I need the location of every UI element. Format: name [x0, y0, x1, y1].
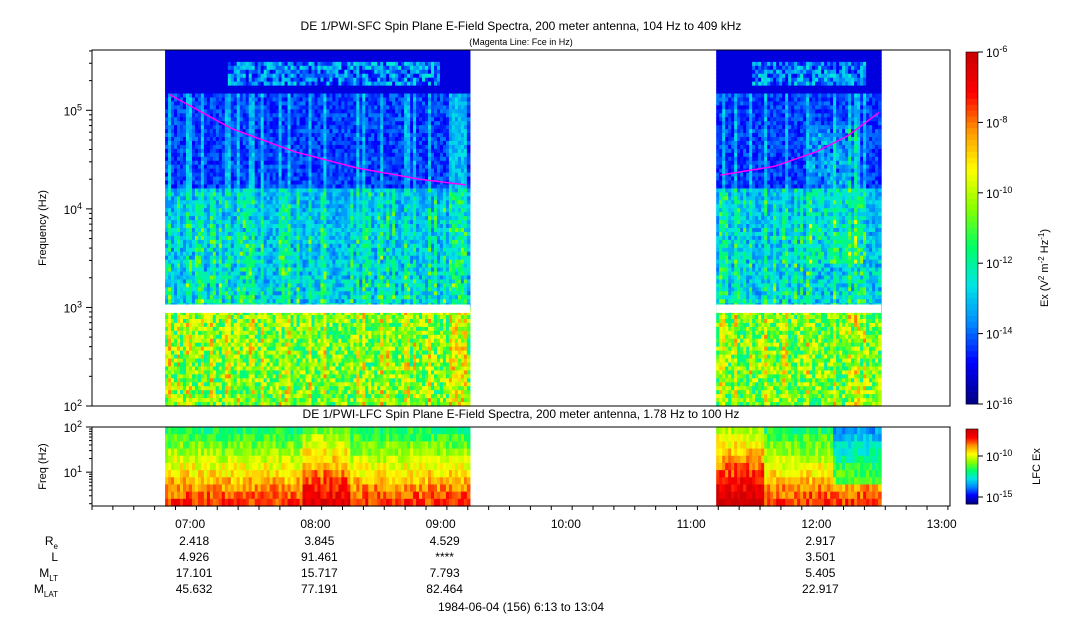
ephemeris-value: 3.845 [304, 534, 334, 548]
date-range-footer: 1984-06-04 (156) 6:13 to 13:04 [438, 600, 604, 614]
lfc-spectrogram [165, 427, 882, 507]
data-gap-band [716, 304, 882, 313]
ephemeris-value: **** [435, 550, 454, 564]
sfc-y-axis-label: Frequency (Hz) [37, 190, 49, 266]
y-tick-label: 104 [64, 201, 82, 217]
y-tick-label: 105 [64, 102, 82, 118]
ephemeris-value: 2.418 [179, 534, 209, 548]
ephemeris-value: 17.101 [176, 566, 213, 580]
ephemeris-value: 5.405 [805, 566, 835, 580]
ephemeris-value: 7.793 [430, 566, 460, 580]
y-tick-label: 102 [64, 398, 82, 414]
x-tick-label: 09:00 [426, 517, 456, 531]
ephemeris-value: 4.926 [179, 550, 209, 564]
colorbar-tick-label: 10-16 [986, 396, 1012, 412]
y-tick-label: 102 [64, 419, 82, 435]
ephemeris-row-label: MLAT [34, 582, 58, 599]
colorbar-tick-label: 10-10 [986, 448, 1012, 464]
x-tick-label: 12:00 [801, 517, 831, 531]
ephemeris-row-label: MLT [39, 566, 58, 583]
lfc-plot-frame [91, 426, 951, 507]
colorbar-tick-label: 10-8 [986, 114, 1007, 130]
ephemeris-row-label: L [51, 550, 58, 564]
colorbar-tick-label: 10-15 [986, 489, 1012, 505]
ephemeris-row-label: Re [45, 534, 59, 551]
x-tick-label: 10:00 [551, 517, 581, 531]
colorbar-tick-label: 10-6 [986, 44, 1007, 60]
ephemeris-value: 45.632 [176, 582, 213, 596]
y-tick-label: 103 [64, 299, 82, 315]
lfc-colorbar [965, 428, 979, 505]
colorbar-tick-label: 10-14 [986, 326, 1012, 342]
bottom-chart-title: DE 1/PWI-LFC Spin Plane E-Field Spectra,… [303, 407, 740, 421]
y-tick-label: 101 [64, 464, 82, 480]
fce-line-segment [720, 111, 880, 176]
ephemeris-value: 15.717 [301, 566, 338, 580]
sfc-colorbar [965, 51, 979, 405]
x-tick-label: 11:00 [677, 517, 706, 531]
x-tick-label: 08:00 [300, 517, 330, 531]
sfc-spectrogram [165, 50, 882, 407]
top-chart-subtitle: (Magenta Line: Fce in Hz) [469, 37, 573, 47]
ephemeris-value: 82.464 [426, 582, 463, 596]
colorbar-tick-label: 10-12 [986, 255, 1012, 271]
data-gap-band [165, 304, 470, 313]
ephemeris-value: 91.461 [301, 550, 338, 564]
ephemeris-value: 4.529 [430, 534, 460, 548]
ephemeris-value: 3.501 [805, 550, 835, 564]
ephemeris-value: 77.191 [301, 582, 338, 596]
lfc-colorbar-label: LFC Ex [1031, 448, 1043, 485]
sfc-colorbar-label: Ex (V2 m-2 Hz-1) [1037, 229, 1051, 307]
colorbar-tick-label: 10-10 [986, 185, 1012, 201]
top-chart-title: DE 1/PWI-SFC Spin Plane E-Field Spectra,… [301, 19, 742, 33]
ephemeris-value: 2.917 [805, 534, 835, 548]
fce-line-segment [168, 93, 466, 186]
x-tick-label: 13:00 [927, 517, 957, 531]
sfc-plot-frame [91, 49, 951, 407]
x-tick-label: 07:00 [175, 517, 205, 531]
ephemeris-value: 22.917 [802, 582, 839, 596]
lfc-y-axis-label: Freq (Hz) [37, 443, 49, 489]
